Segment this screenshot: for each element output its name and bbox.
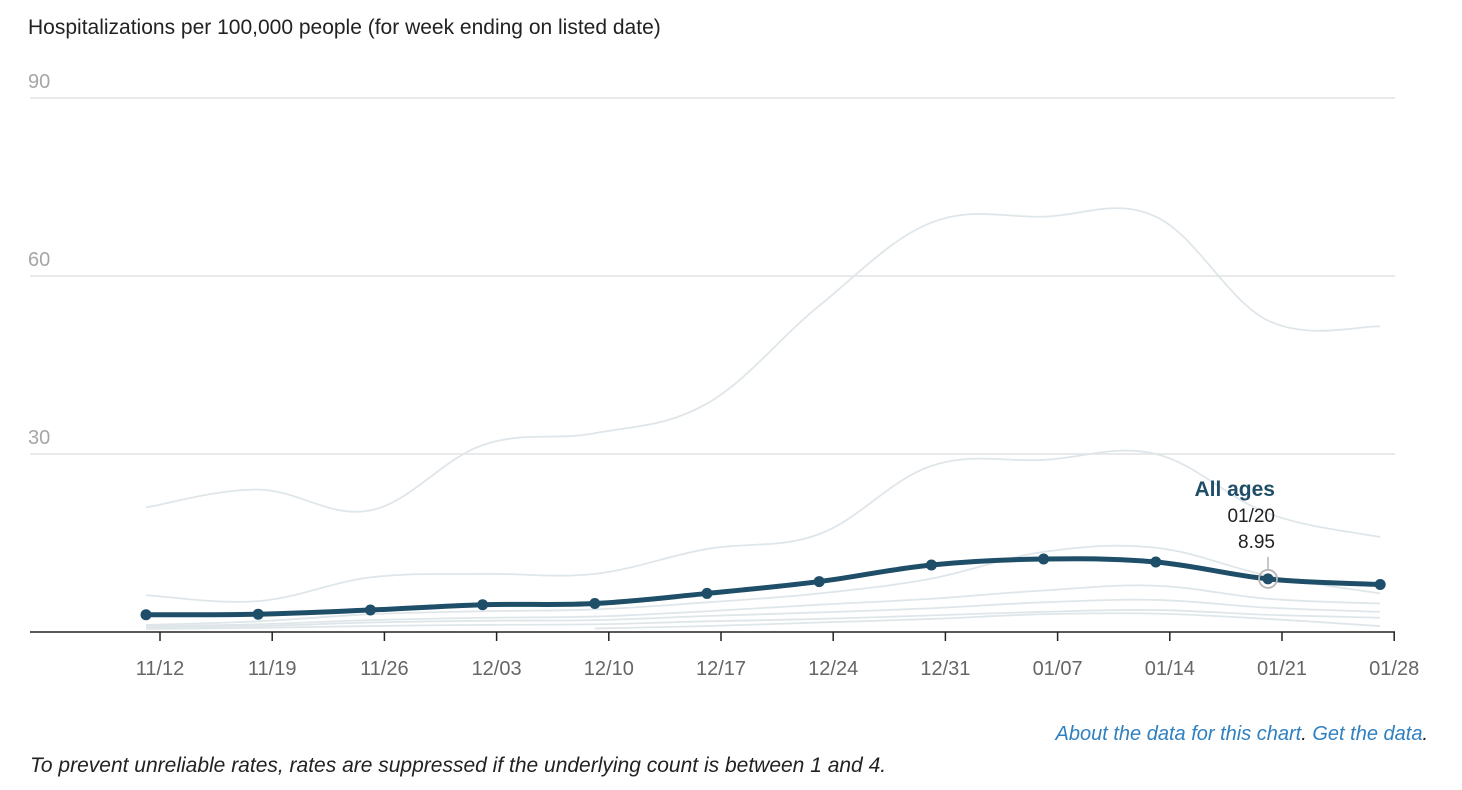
gridlines: 30 60 90 [28, 71, 1395, 455]
get-data-link[interactable]: Get the data [1312, 723, 1423, 745]
x-tick-label-11/26: 11/26 [360, 658, 409, 680]
annotation-value: 8.95 [1238, 532, 1275, 553]
tooltip-annotation: All ages 01/20 8.95 [1194, 478, 1278, 589]
all-ages-point-12/16[interactable] [701, 587, 713, 599]
x-tick-label-01/07: 01/07 [1033, 658, 1083, 680]
y-tick-label-90: 90 [28, 71, 50, 93]
all-ages-point-11/25[interactable] [364, 604, 376, 616]
x-tick-label-12/10: 12/10 [584, 658, 634, 680]
background-line-6 [145, 609, 1381, 630]
all-ages-point-01/20[interactable] [1262, 573, 1274, 585]
all-ages-point-01/27[interactable] [1374, 579, 1386, 591]
x-tick-label-11/19: 11/19 [248, 658, 297, 680]
x-tick-label-12/17: 12/17 [696, 658, 746, 680]
all-ages-point-11/18[interactable] [252, 608, 264, 620]
link-end: . [1422, 723, 1428, 745]
all-ages-point-01/13[interactable] [1150, 556, 1162, 568]
background-line-5 [145, 598, 1381, 629]
data-links: About the data for this chart. Get the d… [1056, 723, 1428, 746]
x-axis: 11/12 11/19 11/26 12/03 12/10 12/17 12/24 12/31… [30, 631, 1419, 680]
x-tick-label-11/12: 11/12 [136, 658, 185, 680]
annotation-series-name: All ages [1194, 478, 1275, 501]
chart-title: Hospitalizations per 100,000 people (for… [28, 16, 661, 39]
all-ages-point-12/09[interactable] [589, 598, 601, 610]
background-series-lines [145, 207, 1381, 630]
all-ages-point-12/02[interactable] [477, 599, 489, 611]
all-ages-point-12/23[interactable] [813, 576, 825, 588]
background-line-4 [145, 584, 1381, 627]
annotation-date: 01/20 [1227, 506, 1275, 527]
about-data-link[interactable]: About the data for this chart [1055, 723, 1302, 745]
x-tick-label-01/21: 01/21 [1257, 658, 1307, 680]
background-line-7 [594, 612, 1381, 630]
x-tick-label-12/31: 12/31 [920, 658, 970, 680]
x-tick-label-01/28: 01/28 [1369, 658, 1419, 680]
all-ages-series[interactable] [140, 553, 1386, 621]
x-tick-label-12/24: 12/24 [808, 658, 858, 680]
all-ages-point-01/06[interactable] [1038, 553, 1050, 565]
all-ages-point-12/30[interactable] [925, 559, 937, 571]
x-tick-label-01/14: 01/14 [1145, 658, 1195, 680]
background-line-1 [145, 207, 1381, 513]
all-ages-point-11/11[interactable] [140, 609, 152, 621]
y-tick-label-60: 60 [28, 249, 50, 271]
link-separator: . [1301, 723, 1313, 745]
suppression-footnote: To prevent unreliable rates, rates are s… [30, 754, 887, 777]
x-tick-label-12/03: 12/03 [472, 658, 522, 680]
background-line-2 [145, 449, 1381, 603]
y-tick-label-30: 30 [28, 427, 50, 449]
all-ages-line [143, 556, 1383, 618]
background-line-3 [145, 544, 1381, 626]
